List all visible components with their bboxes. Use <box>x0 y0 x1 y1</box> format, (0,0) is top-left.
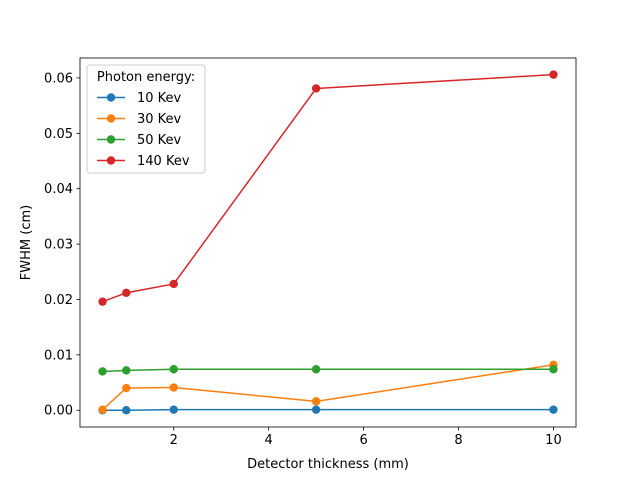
y-tick-label: 0.00 <box>44 404 73 419</box>
data-point-50-kev <box>169 365 178 374</box>
legend-label-140-kev: 140 Kev <box>137 154 190 169</box>
data-point-10-kev <box>549 405 558 414</box>
legend-marker-30-kev <box>106 114 116 123</box>
x-tick-label: 8 <box>454 433 462 448</box>
x-axis-label: Detector thickness (mm) <box>247 457 409 472</box>
y-axis-label: FWHM (cm) <box>19 205 34 280</box>
data-point-10-kev <box>169 405 178 414</box>
data-point-30-kev <box>98 405 107 414</box>
data-point-140-kev <box>169 279 178 289</box>
data-point-140-kev <box>122 288 131 298</box>
y-tick-label: 0.05 <box>44 127 73 142</box>
y-tick-label: 0.01 <box>44 348 73 363</box>
data-point-140-kev <box>98 297 107 306</box>
plot-frame <box>79 57 577 428</box>
data-point-10-kev <box>311 405 321 414</box>
x-tick-label: 6 <box>359 433 367 448</box>
data-point-30-kev <box>169 383 178 392</box>
data-point-50-kev <box>549 365 558 374</box>
series-layer <box>98 70 558 415</box>
legend-label-30-kev: 30 Kev <box>137 112 182 127</box>
legend-box <box>86 64 206 174</box>
legend-label-50-kev: 50 Kev <box>137 133 182 148</box>
data-point-30-kev <box>311 397 321 406</box>
y-tick-label: 0.03 <box>44 238 73 253</box>
legend: Photon energy: 10 Kev 30 Kev 50 Kev 140 Kev <box>86 64 206 174</box>
data-point-140-kev <box>549 70 558 79</box>
x-tick-label: 10 <box>545 433 562 448</box>
legend-marker-10-kev <box>106 93 116 102</box>
x-axis: 2 4 6 8 10 <box>170 427 562 448</box>
y-tick-label: 0.04 <box>44 182 73 197</box>
x-tick-label: 2 <box>170 433 178 448</box>
legend-title: Photon energy: <box>97 70 195 85</box>
data-point-10-kev <box>122 406 131 415</box>
data-point-50-kev <box>98 367 107 376</box>
y-tick-label: 0.02 <box>44 293 73 308</box>
legend-label-10-kev: 10 Kev <box>137 91 182 106</box>
data-point-50-kev <box>122 366 131 375</box>
y-tick-label: 0.06 <box>44 71 73 86</box>
legend-marker-50-kev <box>106 135 116 144</box>
data-point-50-kev <box>311 365 321 374</box>
data-point-30-kev <box>122 383 131 393</box>
y-axis: 0.00 0.01 0.02 0.03 0.04 0.05 0.06 <box>44 71 80 419</box>
data-point-140-kev <box>311 84 321 93</box>
x-tick-label: 4 <box>265 433 273 448</box>
legend-marker-140-kev <box>106 156 116 165</box>
